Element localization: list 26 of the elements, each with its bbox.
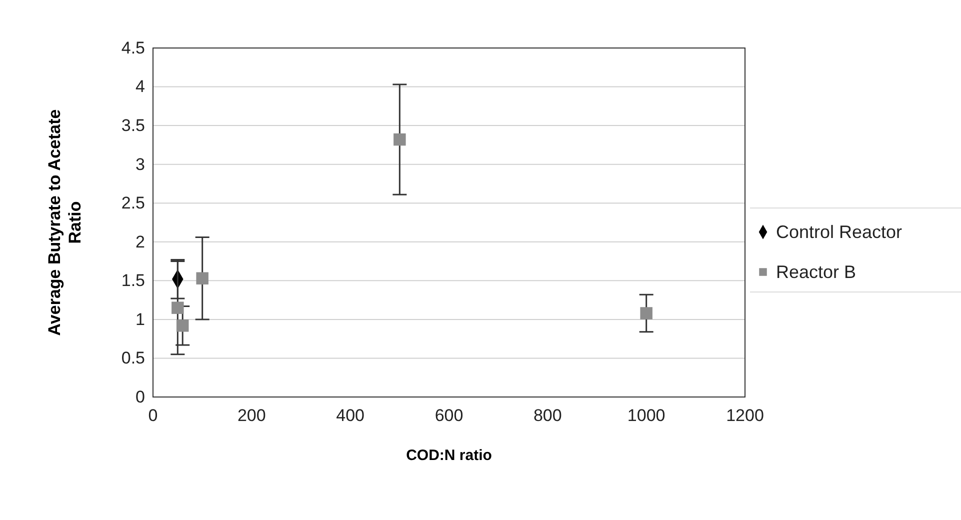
y-tick-label: 0 <box>136 387 145 406</box>
y-tick-label: 3.5 <box>121 116 145 135</box>
y-tick-label: 3 <box>136 154 145 174</box>
y-tick-label: 0.5 <box>121 348 145 368</box>
point <box>196 272 208 284</box>
point <box>640 307 652 320</box>
y-tick-label: 4.5 <box>121 38 145 58</box>
y-tick-label: 2 <box>136 232 145 252</box>
point <box>176 320 189 332</box>
legend-label: Reactor B <box>776 262 856 282</box>
x-tick-label: 600 <box>434 406 464 426</box>
y-tick-label: 1 <box>136 310 145 329</box>
x-tick-label: 1200 <box>726 406 764 426</box>
x-tick-label: 0 <box>148 406 158 426</box>
point <box>172 302 184 314</box>
y-tick-label: 1.5 <box>121 271 145 290</box>
x-axis-title: COD:N ratio <box>406 447 492 464</box>
y-tick-label: 2.5 <box>121 194 145 213</box>
x-tick-label: 1000 <box>627 406 666 426</box>
y-tick-label: 4 <box>136 77 145 96</box>
x-tick-label: 800 <box>533 406 562 426</box>
x-tick-label: 400 <box>336 406 365 426</box>
point <box>394 133 406 146</box>
legend-label: Control Reactor <box>776 222 902 242</box>
x-tick-label: 200 <box>237 406 266 426</box>
y-axis-title: Average Butyrate to Acetate Ratio <box>45 109 84 336</box>
